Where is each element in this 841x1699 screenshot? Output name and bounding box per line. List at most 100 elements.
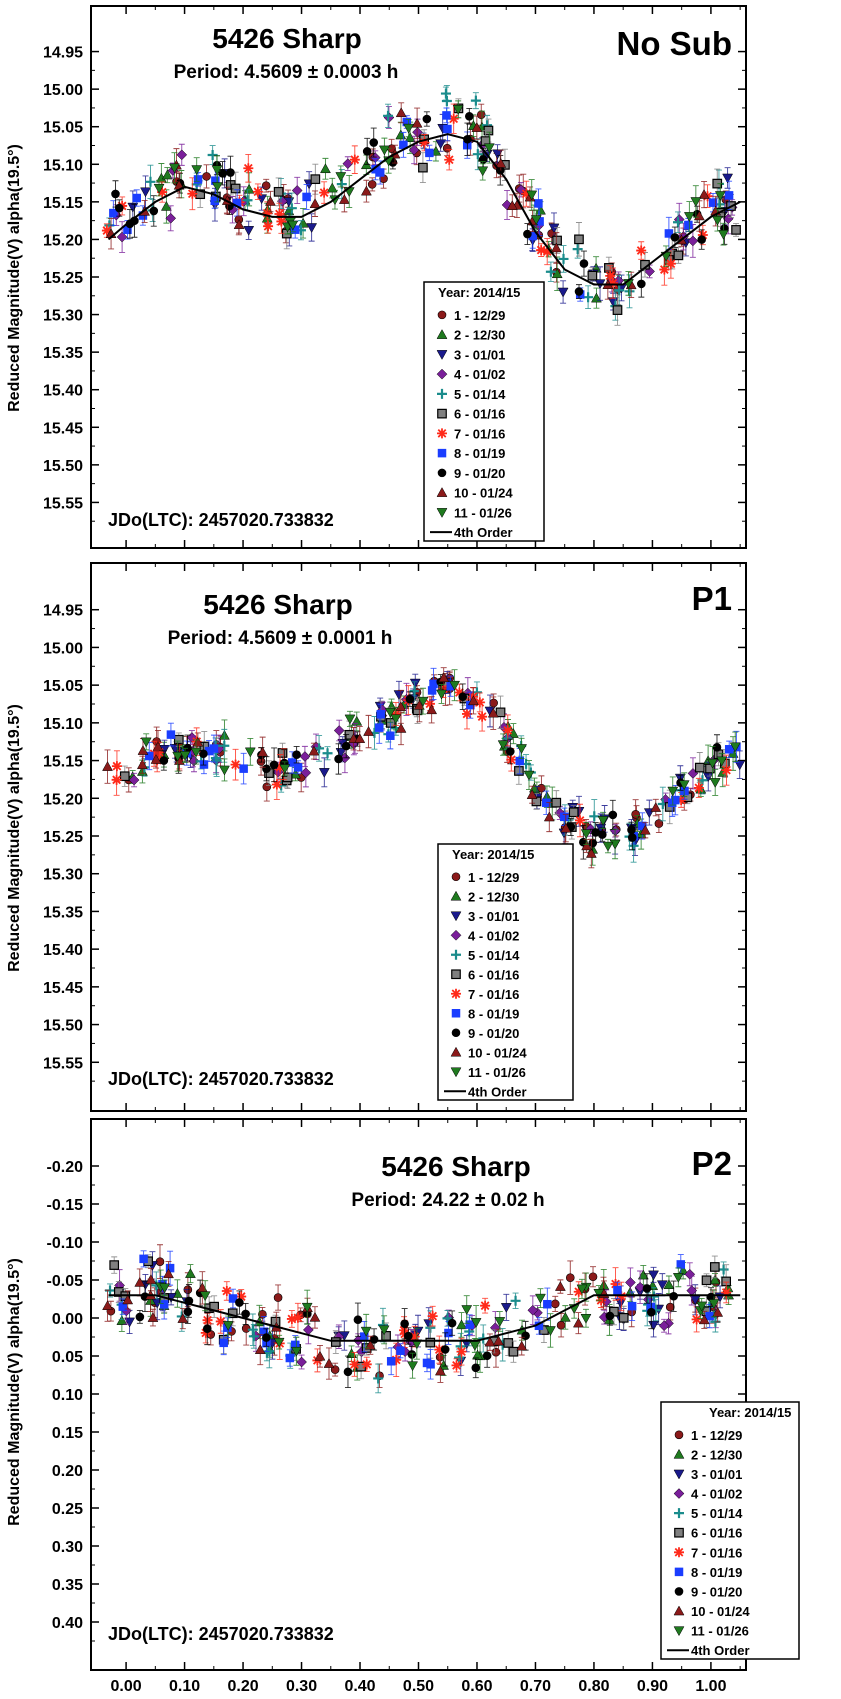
data-point [697, 230, 708, 241]
y-tick-label: 15.35 [43, 904, 83, 921]
data-point [476, 110, 486, 120]
data-point [204, 746, 214, 756]
data-point [369, 138, 379, 147]
data-point [705, 1311, 714, 1321]
legend-entry: 7 - 01/16 [454, 426, 505, 441]
data-point [734, 760, 745, 771]
data-point [451, 1360, 462, 1371]
data-point [187, 188, 198, 199]
data-point [318, 768, 330, 778]
data-point [243, 163, 254, 174]
data-point [242, 195, 253, 206]
data-point [500, 1303, 512, 1313]
y-tick-label: 15.25 [43, 270, 83, 287]
y-tick-label: 15.55 [43, 1055, 83, 1072]
data-point [269, 760, 279, 770]
data-point [456, 1319, 467, 1330]
data-point [124, 1317, 136, 1328]
data-point [631, 810, 640, 819]
x-tick-label: 0.50 [403, 1678, 434, 1695]
data-point [607, 278, 618, 289]
data-point [573, 1286, 584, 1297]
data-point [438, 672, 450, 683]
data-point [627, 1301, 637, 1311]
data-point [535, 217, 544, 226]
data-point [219, 765, 230, 776]
data-point [202, 1324, 212, 1334]
data-point [712, 1306, 724, 1317]
panel-label: P1 [692, 580, 732, 617]
data-point [233, 219, 245, 229]
series-11-01-26 [140, 669, 741, 860]
legend-marker [673, 1469, 685, 1480]
legend-entry: 1 - 12/29 [454, 308, 505, 323]
legend-title: Year: 2014/15 [709, 1405, 791, 1420]
plot-frame [90, 1118, 747, 1671]
data-point [610, 1278, 621, 1289]
data-point [701, 1275, 712, 1286]
data-point [591, 292, 602, 303]
data-point [173, 734, 184, 745]
data-point [184, 1268, 196, 1278]
legend-entry: 3 - 01/01 [691, 1467, 742, 1482]
data-point [678, 780, 690, 791]
y-tick-label: 15.05 [43, 120, 83, 137]
data-point [426, 704, 438, 715]
data-point [427, 686, 437, 695]
data-point [559, 1311, 571, 1322]
legend-entry: 4 - 01/02 [468, 928, 519, 943]
y-tick-label: 15.15 [43, 195, 83, 212]
data-point [665, 1302, 675, 1312]
legend: Year: 2014/15 1 - 12/29 2 - 12/30 3 - 01/01… [423, 281, 545, 542]
y-tick-label: 15.30 [43, 308, 83, 325]
data-point [273, 1293, 283, 1302]
x-tick-label: 0.80 [578, 1678, 609, 1695]
chart-title: 5426 Sharp [212, 23, 361, 54]
data-point [344, 714, 356, 725]
data-point [378, 1325, 390, 1336]
y-tick-label: -0.10 [47, 1235, 84, 1252]
data-point [314, 1350, 326, 1361]
data-point [228, 1294, 238, 1303]
data-point [694, 762, 705, 773]
data-point [514, 766, 524, 776]
data-point [109, 1260, 120, 1270]
data-point [650, 802, 662, 812]
data-point [132, 193, 141, 203]
legend-marker [436, 368, 448, 380]
data-point [412, 1326, 424, 1337]
y-tick-label: 15.15 [43, 754, 83, 771]
legend-entry: 2 - 12/30 [454, 328, 505, 343]
data-point [434, 1344, 445, 1355]
data-point [161, 169, 173, 180]
data-point [598, 830, 607, 839]
legend-marker [674, 1587, 684, 1596]
data-point [163, 1268, 174, 1279]
data-point [405, 694, 415, 704]
data-point [360, 185, 372, 196]
data-point [557, 287, 569, 298]
data-point [111, 189, 120, 199]
data-point [360, 1326, 372, 1337]
data-point [287, 220, 299, 231]
data-point [472, 1349, 483, 1360]
data-point [165, 1263, 175, 1273]
data-point [346, 1348, 357, 1358]
data-point [477, 711, 488, 722]
legend-marker [437, 428, 447, 439]
data-point [690, 197, 702, 207]
data-point [527, 1304, 539, 1316]
data-point [157, 187, 168, 198]
data-point [396, 1346, 405, 1355]
data-point [709, 778, 721, 788]
y-tick-label: 0.35 [52, 1577, 83, 1594]
data-point [665, 258, 676, 269]
data-point [543, 1299, 552, 1309]
data-point [210, 753, 221, 764]
panel-no-sub: 14.95 15.00 15.05 15.10 15.15 15.20 15.25 15.30… [43, 5, 747, 549]
data-point [334, 754, 343, 764]
legend-marker [674, 1567, 684, 1577]
data-point [262, 782, 272, 792]
data-point [384, 707, 396, 718]
